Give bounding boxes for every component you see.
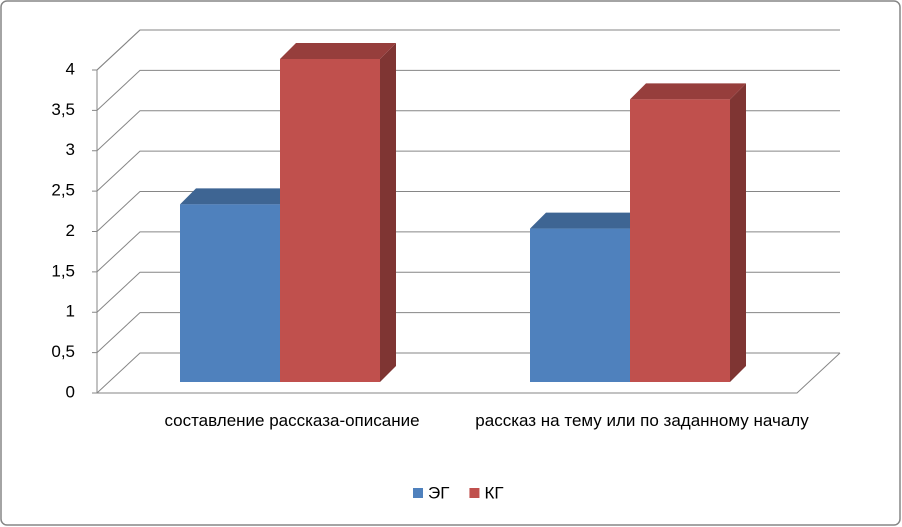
legend-label: КГ bbox=[484, 483, 503, 502]
bar-side bbox=[730, 83, 746, 382]
y-tick-label: 2,5 bbox=[51, 181, 75, 200]
y-tick-label: 0,5 bbox=[51, 342, 75, 361]
grid-line bbox=[96, 191, 840, 232]
legend-label: ЭГ bbox=[428, 483, 449, 502]
y-tick-label: 1 bbox=[66, 302, 75, 321]
grid-line bbox=[96, 150, 840, 192]
grid-line bbox=[96, 29, 840, 71]
legend-swatch bbox=[413, 488, 423, 498]
bar bbox=[180, 204, 280, 382]
legend-swatch bbox=[469, 488, 480, 498]
bar-top bbox=[630, 83, 746, 100]
grid-line bbox=[96, 69, 840, 111]
y-tick-label: 4 bbox=[66, 59, 75, 78]
x-tick-label: составление рассказа-описание bbox=[164, 411, 420, 430]
bar-side bbox=[380, 43, 396, 382]
bar-top bbox=[280, 43, 396, 59]
bar bbox=[530, 228, 630, 382]
y-tick-label: 3,5 bbox=[51, 100, 75, 119]
bar bbox=[280, 59, 380, 382]
y-tick-label: 3 bbox=[66, 140, 75, 159]
y-tick-label: 0 bbox=[66, 382, 75, 401]
y-tick-label: 2 bbox=[66, 221, 75, 240]
bar-top bbox=[530, 212, 646, 229]
x-tick-label: рассказ на тему или по заданному началу bbox=[475, 411, 809, 430]
grid-line bbox=[96, 110, 840, 152]
floor-edge bbox=[97, 352, 841, 394]
bar-top bbox=[180, 188, 296, 205]
y-tick-label: 1,5 bbox=[51, 261, 75, 280]
bar bbox=[630, 99, 730, 382]
